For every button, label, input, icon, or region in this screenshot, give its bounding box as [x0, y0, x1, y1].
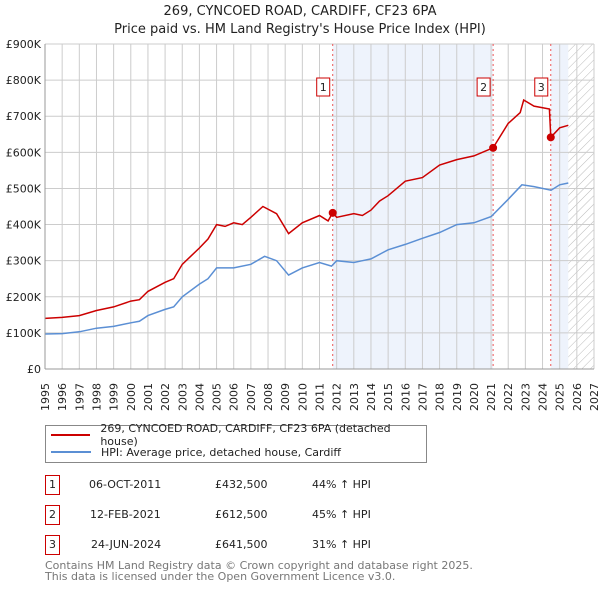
sale-marker-badge: 1 — [45, 475, 60, 495]
property-price-line — [44, 98, 569, 320]
y-tick-label: £600K — [6, 146, 42, 159]
x-tick-label: 2004 — [193, 383, 206, 411]
x-tick-label: 2011 — [314, 383, 327, 411]
x-tick-label: 2027 — [588, 383, 600, 411]
y-tick-label: £300K — [6, 255, 42, 268]
x-tick-label: 1999 — [108, 383, 121, 411]
x-tick-label: 2003 — [176, 383, 189, 411]
x-tick-label: 1998 — [90, 383, 103, 411]
x-tick-label: 2006 — [228, 383, 241, 411]
footer: Contains HM Land Registry data © Crown c… — [45, 560, 473, 582]
y-tick-label: £700K — [6, 110, 42, 123]
sale-date: 06-OCT-2011 — [89, 478, 162, 491]
x-tick-label: 2012 — [331, 383, 344, 411]
x-tick-label: 2007 — [245, 383, 258, 411]
forecast-hatch — [568, 44, 594, 369]
sale-label-box — [316, 77, 331, 97]
x-tick-label: 1997 — [73, 383, 86, 411]
legend-label: 269, CYNCOED ROAD, CARDIFF, CF23 6PA (de… — [100, 422, 391, 448]
sale-price: £612,500 — [215, 508, 268, 521]
x-tick-label: 2005 — [211, 383, 224, 411]
sale-label-box — [534, 77, 549, 97]
price-chart: 1995 1996 1997 1998 1999 2000 2001 2002 2003 2004… — [6, 38, 600, 411]
y-tick-label: £900K — [6, 38, 42, 51]
x-tick-label: 2002 — [159, 383, 172, 411]
y-tick-label: £200K — [6, 291, 42, 304]
legend-label: HPI: Average price, detached house, Card… — [101, 445, 341, 459]
sale-period-shading — [332, 44, 494, 369]
sale-marker-badge: 2 — [45, 505, 60, 525]
x-tick-label: 2019 — [451, 383, 464, 411]
x-tick-label: 2018 — [434, 383, 447, 411]
x-tick-label: 2017 — [416, 383, 429, 411]
legend-swatch-red — [51, 434, 91, 436]
x-tick-label: 2000 — [125, 383, 138, 411]
x-tick-label: 2001 — [142, 383, 155, 411]
hpi-line — [44, 182, 569, 335]
x-tick-label: 2024 — [537, 383, 550, 411]
x-tick-label: 2022 — [502, 383, 515, 411]
sale-label: 1 — [320, 81, 327, 94]
y-tick-label: £400K — [6, 219, 42, 232]
y-tick-label: £500K — [6, 182, 42, 195]
x-tick-label: 2016 — [399, 383, 412, 411]
sale-label: 2 — [480, 81, 487, 94]
sale-hpi-diff: 44% ↑ HPI — [312, 478, 371, 491]
chart-title: 269, CYNCOED ROAD, CARDIFF, CF23 6PA — [163, 4, 437, 19]
sale-date: 12-FEB-2021 — [90, 508, 161, 521]
sale-price: £641,500 — [215, 538, 268, 551]
x-tick-label: 2023 — [519, 383, 532, 411]
sale-date: 24-JUN-2024 — [91, 538, 162, 551]
legend-item-hpi: HPI: Average price, detached house, Card… — [51, 444, 341, 460]
sale-point — [489, 143, 498, 152]
x-tick-label: 2010 — [296, 383, 309, 411]
x-tick-label: 2021 — [485, 383, 498, 411]
x-tick-label: 2025 — [554, 383, 567, 411]
sale-hpi-diff: 31% ↑ HPI — [312, 538, 371, 551]
x-tick-label: 2009 — [279, 383, 292, 411]
sale-price: £432,500 — [215, 478, 268, 491]
x-tick-label: 1995 — [39, 383, 52, 411]
x-tick-label: 2020 — [468, 383, 481, 411]
sale-point — [546, 133, 555, 142]
sale-hpi-diff: 45% ↑ HPI — [312, 508, 371, 521]
x-tick-label: 2015 — [382, 383, 395, 411]
y-tick-label: £800K — [6, 74, 42, 87]
chart-subtitle: Price paid vs. HM Land Registry's House … — [114, 22, 486, 37]
x-tick-label: 1996 — [56, 383, 69, 411]
sale-label-box — [476, 77, 491, 97]
x-tick-label: 2008 — [262, 383, 275, 411]
x-tick-label: 2014 — [365, 383, 378, 411]
legend-swatch-blue — [51, 451, 91, 453]
legend: 269, CYNCOED ROAD, CARDIFF, CF23 6PA (de… — [45, 422, 427, 463]
footer-copyright: Contains HM Land Registry data © Crown c… — [45, 559, 473, 572]
y-tick-label: £100K — [6, 327, 42, 340]
legend-item-property: 269, CYNCOED ROAD, CARDIFF, CF23 6PA (de… — [51, 422, 426, 448]
sale-point — [328, 208, 337, 217]
x-tick-label: 2013 — [348, 383, 361, 411]
x-tick-label: 2026 — [571, 383, 584, 411]
sale-label: 3 — [538, 81, 545, 94]
y-tick-label: £0 — [27, 363, 41, 376]
sale-marker-badge: 3 — [45, 535, 60, 555]
footer-licence: This data is licensed under the Open Gov… — [45, 570, 396, 583]
